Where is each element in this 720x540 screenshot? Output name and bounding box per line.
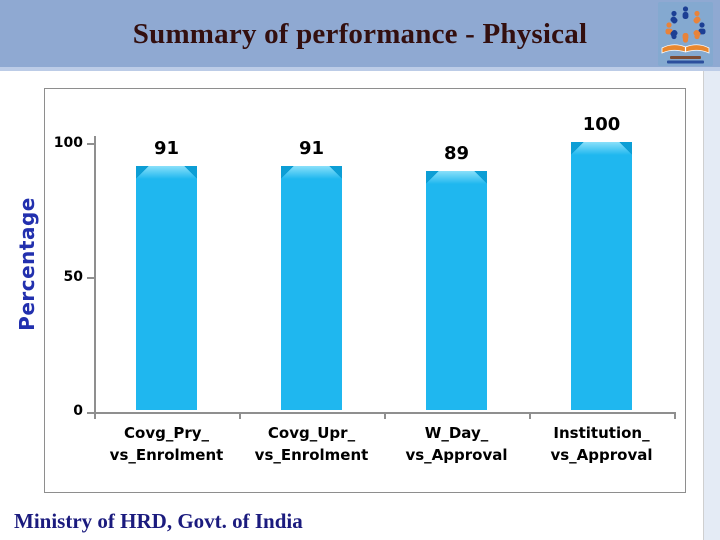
y-tick-mark [87,277,95,279]
x-tick-mark [239,412,241,419]
footer-text: Ministry of HRD, Govt. of India [14,509,303,533]
x-category-line: vs_Approval [550,446,653,464]
bar-chart: 100 50 0 91 91 89 100 Covg_Pry_ vs_Enro [44,88,686,493]
education-ministry-emblem-icon [658,2,713,66]
x-category-line: vs_Enrolment [254,446,369,464]
slide-right-margin [703,71,720,540]
x-category-line: Covg_Pry_ [124,424,209,442]
bar [426,171,487,410]
x-category-line: W_Day_ [424,424,489,442]
y-tick-label: 100 [53,135,83,151]
bar-value-label: 91 [298,138,325,160]
slide-header: Summary of performance - Physical [0,0,720,71]
x-category-label: Covg_Pry_ vs_Enrolment [94,422,239,466]
y-tick-mark [87,143,95,145]
bar [136,166,197,410]
x-category-label: Institution_ vs_Approval [529,422,674,466]
x-tick-mark [674,412,676,419]
x-category-line: vs_Enrolment [109,446,224,464]
x-tick-mark [94,412,96,419]
people-ring-icon [665,6,706,43]
y-tick-mark [87,412,95,414]
x-tick-mark [529,412,531,419]
x-category-line: vs_Approval [405,446,508,464]
x-category-line: Institution_ [553,424,650,442]
bar [281,166,342,410]
page-title: Summary of performance - Physical [132,18,588,50]
bar-value-label: 91 [153,138,180,160]
bar [571,142,632,410]
bar-value-label: 89 [443,143,470,165]
bar-value-label: 100 [582,114,621,135]
x-category-label: W_Day_ vs_Approval [384,422,529,466]
y-tick-label: 50 [63,269,83,285]
y-axis-line [94,136,96,414]
y-axis-title: Percentage [15,197,39,331]
x-category-label: Covg_Upr_ vs_Enrolment [239,422,384,466]
open-book-icon [661,44,710,54]
x-tick-mark [384,412,386,419]
y-tick-label: 0 [73,403,83,419]
x-category-line: Covg_Upr_ [267,424,356,442]
